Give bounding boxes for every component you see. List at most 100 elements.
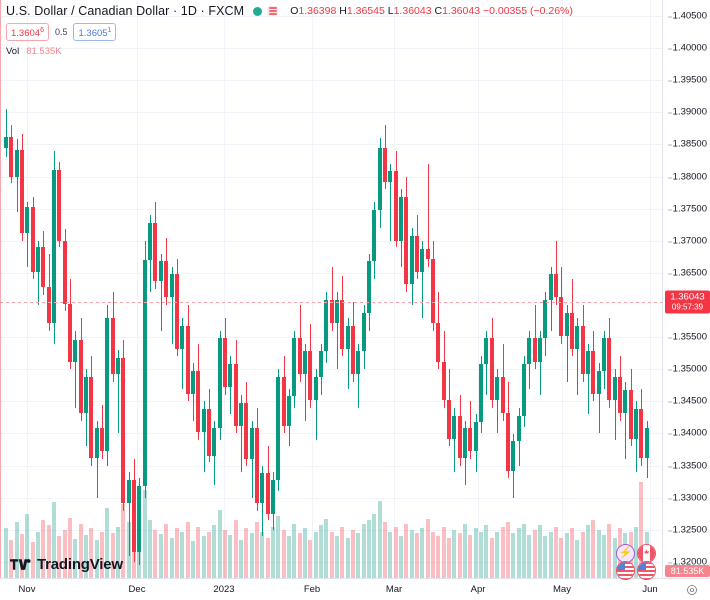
- candle-body: [127, 479, 131, 503]
- volume-bar: [105, 507, 109, 578]
- price-axis-tick: 1.40000: [667, 42, 707, 54]
- indicator-low-sup: 6: [40, 26, 44, 34]
- volume-bar: [47, 525, 51, 578]
- candle-body: [645, 428, 649, 458]
- usa-flag-badge-2[interactable]: [637, 561, 656, 580]
- volume-bar: [447, 538, 451, 578]
- symbol-title[interactable]: U.S. Dollar / Canadian Dollar · 1D · FXC…: [6, 4, 245, 18]
- volume-bar: [4, 528, 8, 578]
- volume-bar: [415, 533, 419, 578]
- gridline-vertical: [224, 0, 225, 578]
- volume-bar: [346, 538, 350, 578]
- candle-body: [41, 247, 45, 288]
- floating-event-badges[interactable]: ⚡: [616, 544, 660, 580]
- ohlc-l-label: L: [387, 5, 394, 17]
- usa-flag-icon: [638, 562, 655, 579]
- time-axis-tick: Mar: [385, 584, 403, 595]
- candle-body: [73, 340, 77, 362]
- volume-bar: [463, 523, 467, 578]
- time-axis[interactable]: Nov Dec 2023 Feb Mar Apr May Jun: [0, 578, 710, 600]
- candle-wick: [160, 253, 162, 331]
- candle-body: [372, 210, 376, 262]
- time-axis-tick: 2023: [213, 584, 235, 595]
- price-axis[interactable]: 1.40500 1.40000 1.39500 1.39000 1.38500 1.380…: [662, 0, 710, 578]
- volume-bar: [458, 533, 462, 578]
- canada-flag-badge[interactable]: [637, 544, 656, 563]
- volume-bar: [351, 530, 355, 578]
- price-axis-tick: 1.38500: [667, 138, 707, 150]
- candle-body: [404, 197, 408, 285]
- candle-body: [527, 338, 531, 365]
- indicator-mid-value: 0.5: [54, 27, 68, 37]
- candle-wick: [37, 240, 39, 306]
- ohlc-c-value: 1.36043: [442, 5, 481, 17]
- volume-bar: [276, 515, 280, 578]
- gear-icon[interactable]: [686, 584, 698, 596]
- volume-bar: [148, 520, 152, 578]
- volume-bar: [522, 523, 526, 578]
- time-axis-tick: May: [553, 584, 571, 595]
- volume-bar: [89, 528, 93, 578]
- volume-bar: [549, 531, 553, 578]
- candle-body: [554, 274, 558, 298]
- volume-bar: [581, 531, 585, 578]
- green-dot-icon: [253, 6, 263, 16]
- candle-body: [282, 376, 286, 426]
- candle-wick: [347, 317, 349, 389]
- candle-body: [223, 338, 227, 388]
- candle-body: [298, 338, 302, 375]
- candle-wick: [203, 401, 205, 473]
- gridline-horizontal: [0, 466, 662, 467]
- price-axis-tick: 1.34000: [667, 427, 707, 439]
- candle-body: [25, 207, 29, 234]
- price-axis-tick: 1.37000: [667, 235, 707, 247]
- candle-body: [57, 170, 61, 241]
- volume-bar: [474, 528, 478, 578]
- candle-body: [52, 170, 56, 324]
- volume-bar: [15, 522, 19, 578]
- usa-flag-badge-1[interactable]: [616, 561, 635, 580]
- volume-legend-row: Vol 81.535K: [6, 44, 573, 58]
- candle-body: [517, 415, 521, 442]
- candle-body: [143, 260, 147, 487]
- candle-body: [105, 317, 109, 452]
- indicator-high-box[interactable]: 1.36051: [73, 22, 117, 42]
- ohlc-values: O1.36398 H1.36545 L1.36043 C1.36043 −0.0…: [290, 5, 573, 17]
- volume-bar: [202, 536, 206, 578]
- candle-wick: [534, 305, 536, 370]
- current-price-badge[interactable]: 1.36043 09:57:39: [665, 290, 710, 314]
- candle-body: [458, 415, 462, 458]
- indicator-low-box[interactable]: 1.36046: [6, 22, 49, 42]
- candle-wick: [576, 317, 578, 395]
- chart-plot-area[interactable]: [0, 0, 662, 578]
- candle-wick: [331, 266, 333, 331]
- volume-bar: [244, 528, 248, 578]
- gridline-horizontal: [0, 273, 662, 274]
- tradingview-logo-icon: [10, 559, 31, 570]
- volume-bar: [388, 531, 392, 578]
- volume-bar: [586, 525, 590, 578]
- volume-bar: [420, 528, 424, 578]
- volume-bar: [426, 518, 430, 578]
- volume-badge[interactable]: 81.535K: [665, 565, 710, 577]
- legend-icons: [253, 6, 279, 16]
- volume-bar: [527, 534, 531, 578]
- volume-bar: [196, 526, 200, 578]
- price-axis-tick: 1.33500: [667, 460, 707, 472]
- volume-bar: [282, 530, 286, 578]
- candle-body: [180, 325, 184, 349]
- legend-title-row: U.S. Dollar / Canadian Dollar · 1D · FXC…: [6, 3, 573, 19]
- volume-bar: [100, 531, 104, 578]
- candle-body: [228, 364, 232, 388]
- gridline-horizontal: [0, 80, 662, 81]
- ohlc-change: −0.00355 (−0.26%): [482, 5, 573, 17]
- volume-bar: [52, 502, 56, 578]
- bar-style-icon[interactable]: [267, 6, 279, 16]
- candle-body: [121, 357, 125, 503]
- ohlc-o-label: O: [290, 5, 299, 17]
- candle-body: [95, 428, 99, 458]
- volume-bar: [239, 539, 243, 578]
- candle-body: [415, 235, 419, 272]
- volume-bar: [170, 538, 174, 578]
- chart-gridlines: [0, 0, 662, 578]
